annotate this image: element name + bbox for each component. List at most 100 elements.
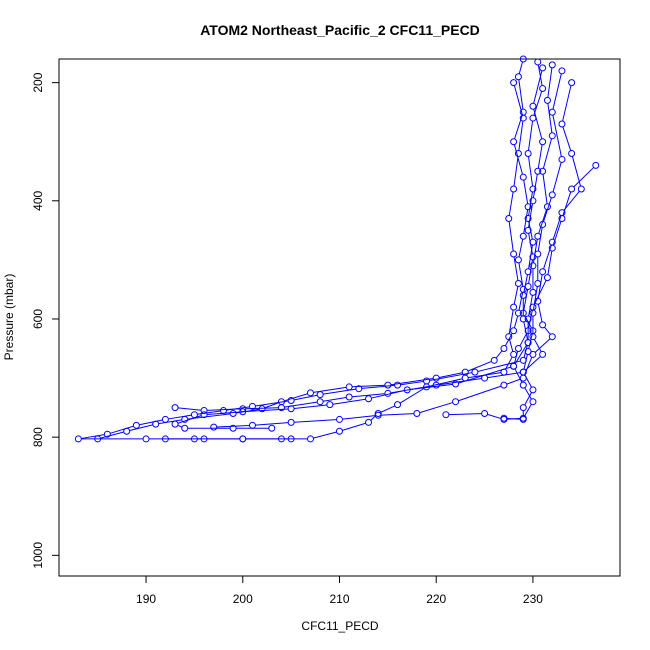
data-point bbox=[524, 268, 532, 276]
series-segment bbox=[523, 209, 529, 234]
data-point bbox=[519, 309, 527, 317]
series-segment bbox=[533, 339, 542, 353]
data-point bbox=[355, 385, 363, 393]
series-segment bbox=[532, 286, 538, 311]
data-point bbox=[514, 280, 522, 288]
data-point bbox=[529, 386, 537, 394]
series-segment bbox=[547, 250, 553, 275]
series-segment bbox=[467, 361, 492, 372]
x-axis: 190 200 210 220 230 bbox=[136, 576, 543, 606]
data-point bbox=[500, 345, 508, 353]
series-segment bbox=[139, 419, 163, 426]
data-point bbox=[524, 215, 532, 223]
y-axis: 200 400 600 800 1000 bbox=[31, 72, 59, 569]
data-point bbox=[539, 321, 547, 329]
data-point bbox=[534, 167, 542, 175]
series-segment bbox=[513, 315, 519, 329]
data-point bbox=[452, 380, 460, 388]
series-segment bbox=[523, 345, 528, 358]
data-point bbox=[505, 215, 513, 223]
data-point bbox=[548, 132, 556, 140]
data-point bbox=[529, 197, 537, 205]
series-segment bbox=[524, 374, 532, 388]
series-segment bbox=[547, 67, 553, 98]
data-point bbox=[519, 55, 527, 63]
data-point bbox=[384, 389, 392, 397]
data-point bbox=[200, 435, 208, 443]
data-point bbox=[500, 368, 508, 376]
data-point bbox=[543, 274, 551, 282]
data-point bbox=[277, 398, 285, 406]
series-segment bbox=[487, 413, 502, 420]
data-point bbox=[519, 232, 527, 240]
series-segment bbox=[245, 407, 279, 410]
data-point bbox=[500, 414, 508, 422]
series-segment bbox=[381, 413, 414, 416]
data-point bbox=[539, 167, 547, 175]
series-segment bbox=[235, 408, 260, 414]
data-point bbox=[558, 215, 566, 223]
x-axis-label: CFC11_PECD bbox=[301, 619, 378, 633]
series-segment bbox=[100, 431, 124, 439]
series-segment bbox=[528, 333, 533, 349]
series-segment bbox=[245, 408, 289, 413]
data-point bbox=[510, 79, 518, 87]
data-point bbox=[442, 411, 450, 419]
data-point bbox=[171, 420, 179, 428]
series-segment bbox=[429, 378, 463, 387]
series-segment bbox=[506, 378, 521, 385]
series-segment bbox=[264, 402, 279, 409]
series-segment bbox=[508, 310, 514, 334]
data-point bbox=[258, 405, 266, 413]
data-point bbox=[336, 427, 343, 435]
series-segment bbox=[294, 404, 327, 409]
series-segment bbox=[528, 259, 533, 284]
data-point bbox=[524, 150, 532, 158]
series-segment bbox=[342, 422, 366, 431]
data-point bbox=[524, 282, 532, 290]
data-point bbox=[365, 418, 373, 426]
data-point bbox=[74, 435, 82, 443]
data-point bbox=[548, 61, 556, 69]
series-segment bbox=[216, 424, 250, 428]
data-point bbox=[394, 401, 402, 409]
series-segment bbox=[284, 393, 308, 402]
series-segment bbox=[513, 286, 519, 305]
x-tick-label: 200 bbox=[233, 592, 253, 606]
data-point bbox=[510, 350, 518, 358]
series-segment bbox=[552, 215, 562, 240]
series-segment bbox=[255, 422, 289, 426]
data-point bbox=[539, 85, 547, 93]
data-point bbox=[548, 108, 556, 116]
series-segment bbox=[518, 262, 524, 287]
data-point bbox=[548, 244, 556, 252]
data-point bbox=[529, 327, 537, 335]
series-segment bbox=[519, 333, 528, 347]
data-point bbox=[510, 327, 518, 335]
data-point bbox=[461, 368, 469, 376]
series-segment bbox=[523, 289, 529, 311]
data-point bbox=[514, 309, 522, 317]
data-point bbox=[539, 138, 547, 146]
series-segment bbox=[458, 385, 502, 402]
data-point bbox=[539, 268, 547, 276]
series-segment bbox=[293, 394, 318, 401]
data-point bbox=[432, 374, 440, 382]
data-point bbox=[229, 410, 237, 418]
data-point bbox=[181, 415, 189, 423]
series-segment bbox=[537, 304, 543, 323]
series-segment bbox=[537, 64, 543, 86]
series-segment bbox=[508, 221, 514, 252]
data-point bbox=[510, 362, 518, 370]
series-segment bbox=[313, 431, 337, 439]
data-point bbox=[103, 430, 111, 438]
data-point bbox=[277, 435, 285, 443]
y-axis-label: Pressure (mbar) bbox=[2, 274, 16, 361]
series-segment bbox=[524, 387, 532, 400]
series-segment bbox=[528, 203, 533, 228]
data-point bbox=[568, 79, 576, 87]
series-segment bbox=[562, 191, 572, 216]
series-segment bbox=[284, 401, 318, 408]
data-point bbox=[514, 73, 522, 81]
series-segment bbox=[513, 144, 523, 175]
